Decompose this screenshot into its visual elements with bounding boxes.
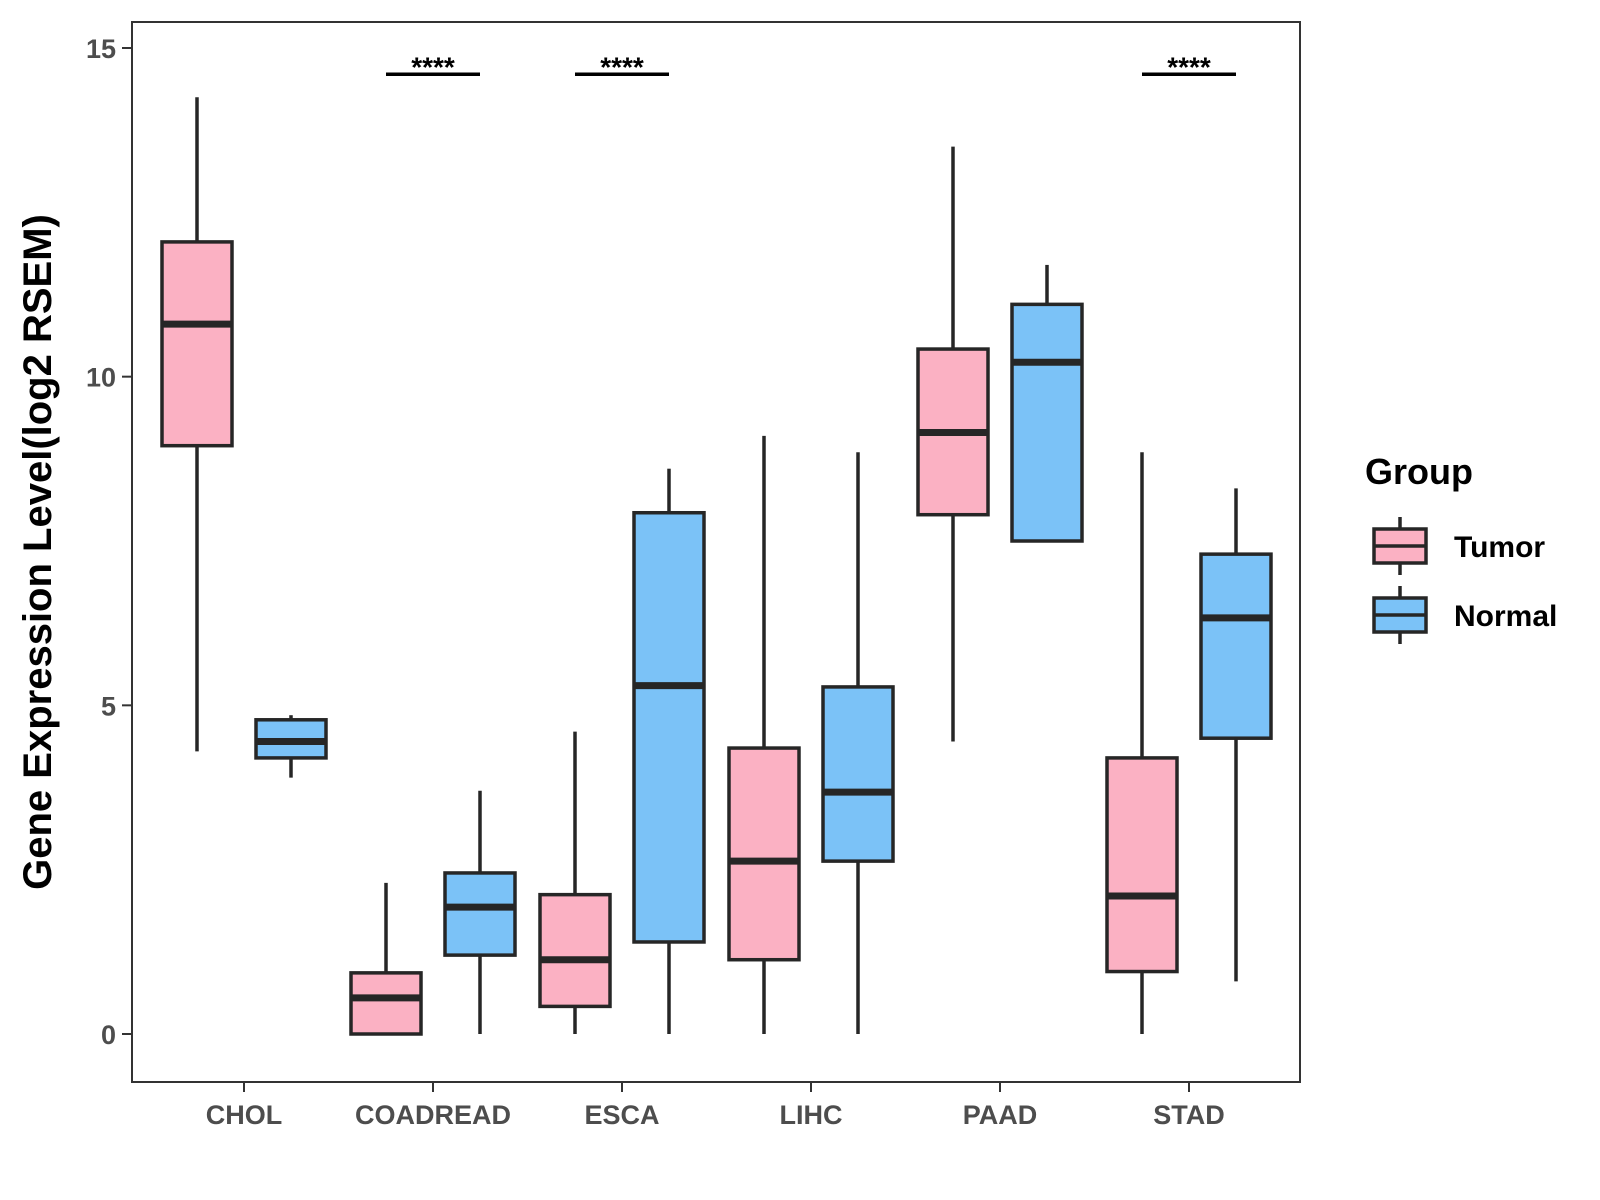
- significance-annotation: ****: [1142, 51, 1236, 82]
- legend-title: Group: [1365, 451, 1473, 492]
- box-body: [1010, 302, 1084, 543]
- box-tumor-chol: [160, 97, 234, 752]
- box-normal-coadread: [443, 790, 517, 1034]
- box-normal-paad: [1010, 264, 1084, 543]
- box-tumor-lihc: [727, 435, 801, 1034]
- x-tick-label: ESCA: [584, 1100, 659, 1130]
- box-body: [443, 871, 517, 957]
- box-body: [821, 685, 895, 863]
- y-axis: 0 5 10 15: [86, 34, 132, 1050]
- x-tick-label: CHOL: [206, 1100, 283, 1130]
- x-tick-label: COADREAD: [355, 1100, 511, 1130]
- y-tick-label: 10: [86, 363, 116, 393]
- annotations-layer: **** **** ****: [386, 51, 1236, 82]
- legend-item-tumor: Tumor: [1372, 517, 1545, 575]
- legend-items: Tumor Normal: [1372, 517, 1557, 644]
- plot-panel-border: [131, 21, 1301, 1083]
- box-tumor-esca: [538, 731, 612, 1034]
- x-tick-label: LIHC: [780, 1100, 843, 1130]
- box-body: [1199, 552, 1273, 740]
- significance-label: ****: [1167, 51, 1211, 82]
- significance-annotation: ****: [386, 51, 480, 82]
- box-tumor-stad: [1105, 452, 1179, 1034]
- box-body: [538, 892, 612, 1009]
- legend-label: Normal: [1454, 600, 1557, 633]
- legend: Group Tumor Normal: [1365, 451, 1557, 644]
- box-normal-lihc: [821, 452, 895, 1034]
- box-normal-esca: [632, 468, 706, 1034]
- box-body: [1105, 756, 1179, 974]
- significance-label: ****: [600, 51, 644, 82]
- box-normal-stad: [1199, 488, 1273, 982]
- x-tick-label: STAD: [1153, 1100, 1225, 1130]
- legend-item-normal: Normal: [1372, 586, 1557, 644]
- legend-label: Tumor: [1454, 531, 1545, 564]
- box-body: [160, 240, 234, 448]
- box-body: [727, 746, 801, 962]
- box-body: [349, 971, 423, 1036]
- y-tick-label: 5: [101, 691, 116, 721]
- x-tick-label: PAAD: [963, 1100, 1038, 1130]
- x-axis: CHOL COADREAD ESCA LIHC PAAD STAD: [206, 1082, 1225, 1130]
- y-tick-label: 15: [86, 34, 116, 64]
- box-body: [632, 510, 706, 944]
- significance-label: ****: [411, 51, 455, 82]
- box-normal-chol: [254, 715, 328, 778]
- y-tick-label: 0: [101, 1020, 116, 1050]
- boxes-layer: [160, 97, 1273, 1036]
- y-axis-title: Gene Expression Level(log2 RSEM): [16, 214, 60, 890]
- box-tumor-paad: [916, 146, 990, 742]
- box-tumor-coadread: [349, 882, 423, 1036]
- significance-annotation: ****: [575, 51, 669, 82]
